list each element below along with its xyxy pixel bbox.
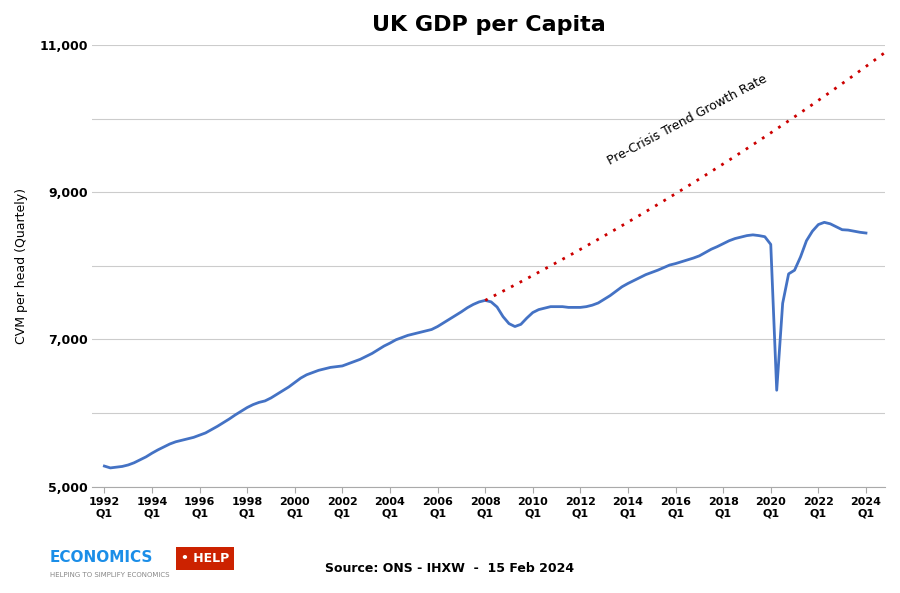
Y-axis label: CVM per head (Quartely): CVM per head (Quartely): [15, 188, 28, 344]
Text: ECONOMICS: ECONOMICS: [50, 550, 153, 565]
Text: Source: ONS - IHXW  -  15 Feb 2024: Source: ONS - IHXW - 15 Feb 2024: [326, 562, 574, 575]
Text: HELPING TO SIMPLIFY ECONOMICS: HELPING TO SIMPLIFY ECONOMICS: [50, 572, 169, 578]
Text: • HELP: • HELP: [181, 552, 229, 565]
Text: Pre-Crisis Trend Growth Rate: Pre-Crisis Trend Growth Rate: [606, 72, 770, 168]
Title: UK GDP per Capita: UK GDP per Capita: [372, 15, 606, 35]
